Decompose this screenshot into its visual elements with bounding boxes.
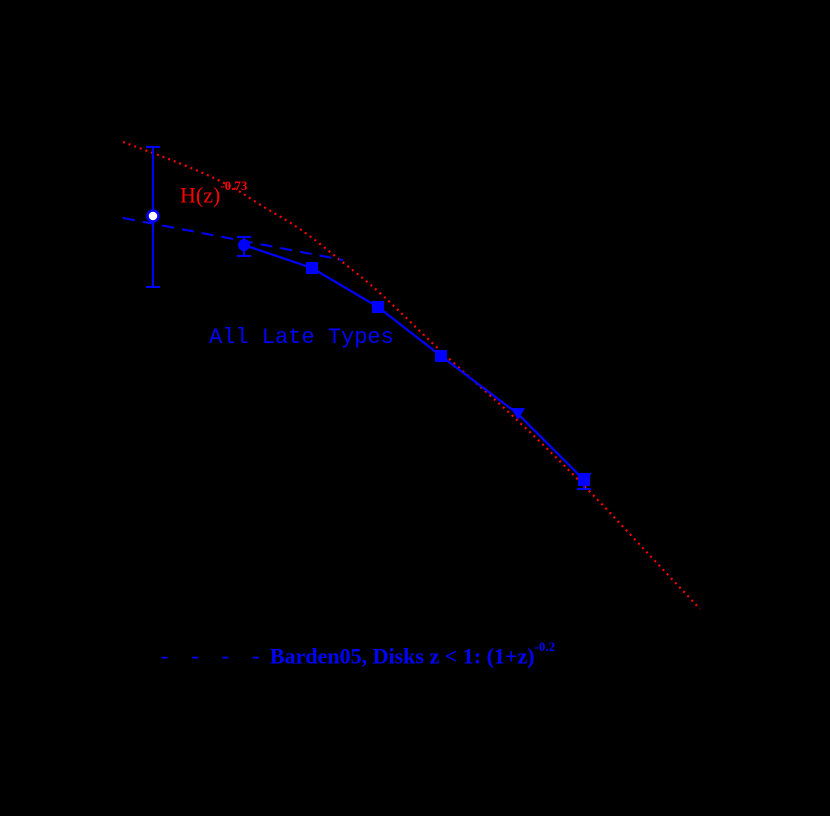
data-markers [146, 209, 590, 486]
hz-curve-label: H(z)-0.73 [180, 178, 248, 208]
late-types-label: All Late Types [209, 325, 394, 350]
barden05-dashed-line [122, 217, 344, 261]
late-types-line [243, 243, 585, 481]
legend-dash-symbol: - - - - [158, 645, 265, 671]
legend-entry-barden05: - - - - Barden05, Disks z < 1: (1+z)-0.2 [158, 639, 556, 671]
hz-model-curve [122, 140, 701, 610]
